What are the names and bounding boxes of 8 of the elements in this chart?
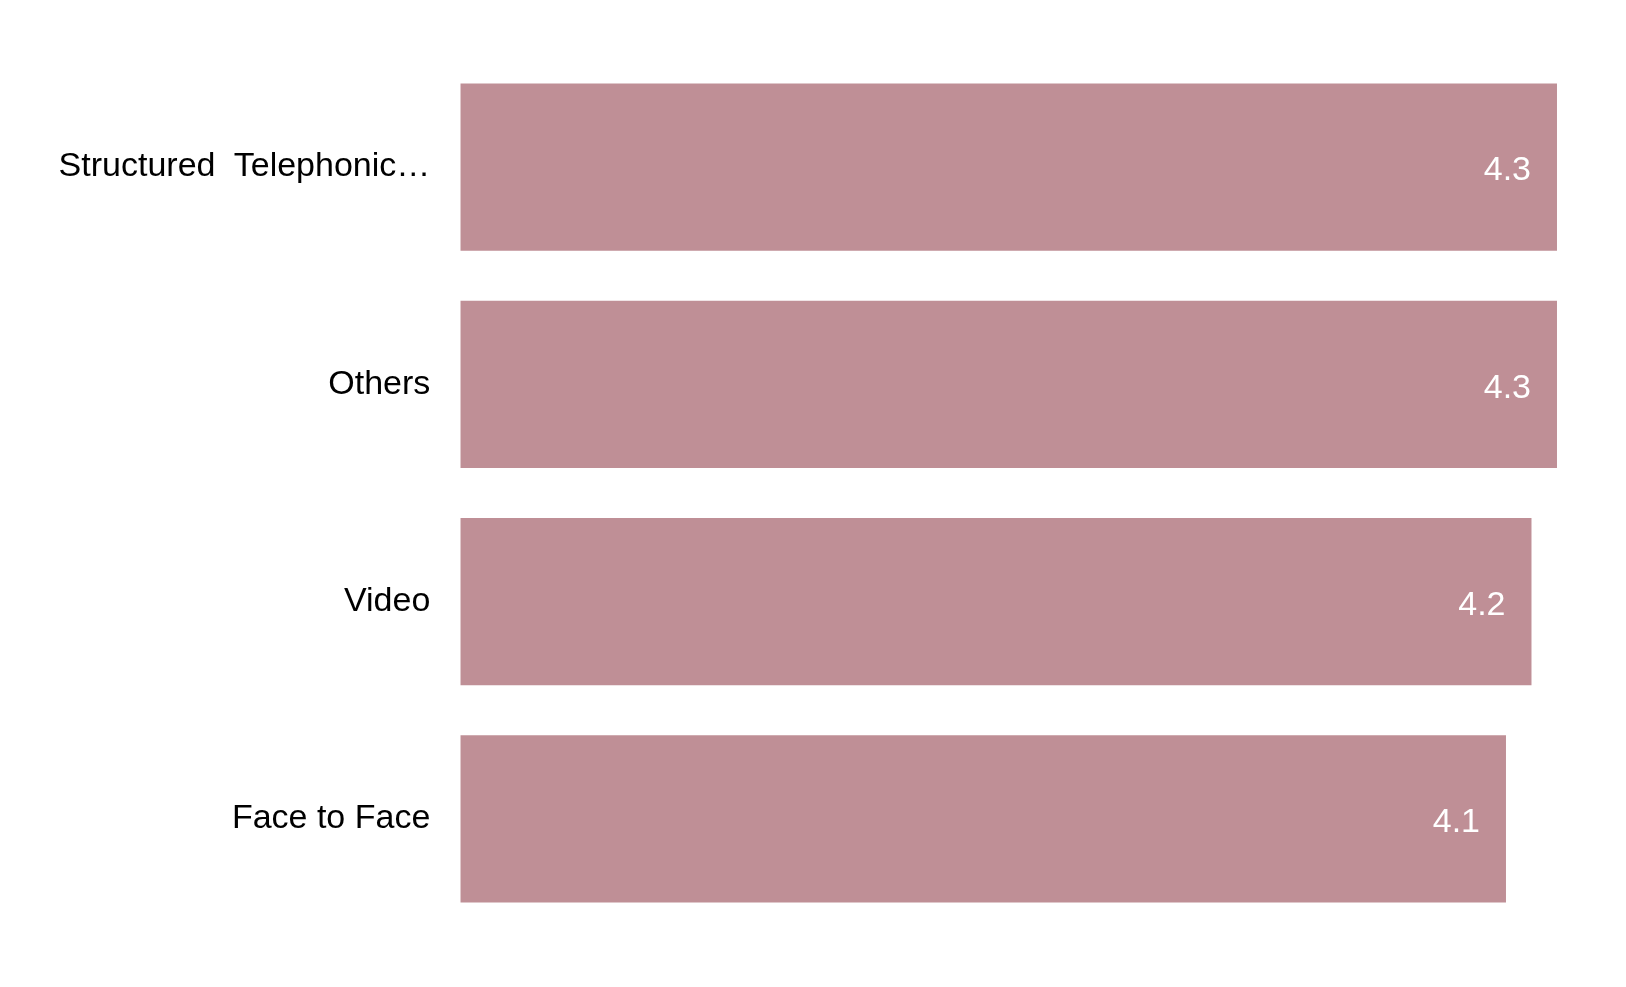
- data-label: 4.3: [1483, 149, 1531, 188]
- data-label: 4.1: [1432, 801, 1480, 840]
- y-tick-label: Structured Telephonic…: [58, 145, 431, 184]
- y-tick-label: Video: [343, 580, 431, 619]
- y-tick-label: Face to Face: [231, 797, 431, 836]
- data-label: 4.2: [1458, 584, 1506, 623]
- y-tick-label: Others: [328, 362, 431, 401]
- data-label: 4.3: [1483, 366, 1531, 405]
